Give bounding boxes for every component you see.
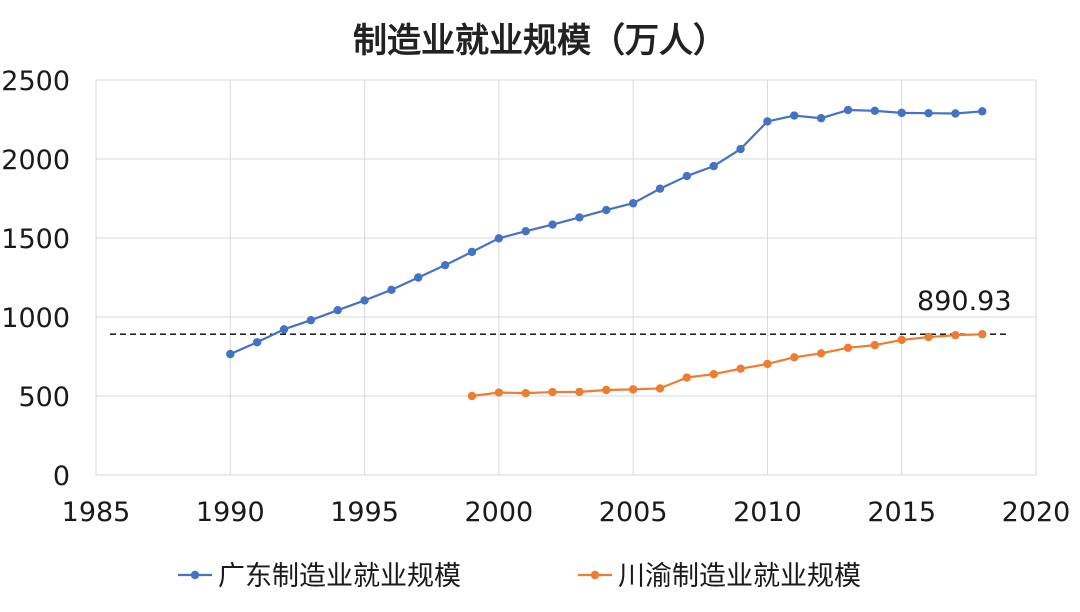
data-point xyxy=(521,388,530,398)
x-tick-label: 2020 xyxy=(1002,497,1071,528)
data-point xyxy=(602,205,611,215)
data-point xyxy=(279,325,289,334)
data-point xyxy=(951,109,960,118)
data-point xyxy=(548,387,557,397)
data-point xyxy=(575,387,584,397)
data-point xyxy=(575,213,584,222)
y-tick-label: 2000 xyxy=(1,145,70,176)
data-point xyxy=(897,108,906,118)
series-1 xyxy=(226,105,987,359)
data-point xyxy=(226,349,235,359)
data-point xyxy=(763,359,772,369)
data-point xyxy=(978,330,987,339)
data-point xyxy=(924,332,933,342)
data-point xyxy=(709,161,718,171)
data-point xyxy=(521,227,530,236)
x-tick-label: 2010 xyxy=(733,497,802,528)
data-point xyxy=(763,117,772,126)
data-point xyxy=(628,385,638,394)
data-point xyxy=(548,220,557,229)
data-point xyxy=(333,306,342,315)
x-tick-label: 1995 xyxy=(330,497,399,528)
data-point xyxy=(306,315,316,325)
horizontal-gridlines xyxy=(96,79,1036,476)
data-point xyxy=(816,349,826,358)
data-point xyxy=(655,384,665,393)
data-point xyxy=(655,184,665,193)
data-point xyxy=(628,199,638,208)
vertical-gridlines xyxy=(95,80,1037,475)
y-axis-tick-labels: 0 500 1000 1500 2000 2500 xyxy=(1,66,70,492)
chart-title: 制造业就业规模（万人） xyxy=(353,21,727,61)
data-point xyxy=(467,247,477,257)
y-tick-label: 1500 xyxy=(1,224,70,255)
legend-marker xyxy=(190,570,200,580)
data-point xyxy=(897,335,906,345)
data-point xyxy=(736,144,745,154)
data-point xyxy=(870,340,880,350)
data-point xyxy=(414,273,423,282)
x-tick-label: 1990 xyxy=(196,497,265,528)
data-point xyxy=(978,107,987,116)
legend-entry-1: 广东制造业就业规模 xyxy=(178,561,461,592)
legend-label: 广东制造业就业规模 xyxy=(218,561,461,592)
data-point xyxy=(790,353,799,362)
x-tick-label: 2015 xyxy=(867,497,936,528)
data-point xyxy=(494,388,504,397)
x-tick-label: 2005 xyxy=(599,497,668,528)
data-point xyxy=(870,106,880,116)
data-point xyxy=(843,105,853,115)
legend-label: 川渝制造业就业规模 xyxy=(618,561,861,592)
data-point xyxy=(709,369,718,379)
data-point xyxy=(951,330,960,340)
y-tick-label: 0 xyxy=(53,461,70,492)
data-point xyxy=(924,108,933,118)
data-point xyxy=(494,234,504,243)
data-point xyxy=(440,260,450,270)
x-tick-label: 1985 xyxy=(62,497,131,528)
data-point xyxy=(736,364,745,373)
legend-entry-2: 川渝制造业就业规模 xyxy=(578,561,861,592)
data-point xyxy=(790,111,799,120)
data-point xyxy=(602,385,611,395)
data-point xyxy=(387,285,396,295)
data-point xyxy=(816,114,826,123)
data-point xyxy=(843,343,853,353)
series-group xyxy=(226,105,987,401)
y-tick-label: 500 xyxy=(18,382,70,413)
data-point xyxy=(252,338,262,347)
x-axis-tick-labels: 1985 1990 1995 2000 2005 2010 2015 2020 xyxy=(62,497,1071,528)
data-point xyxy=(682,373,692,382)
series-line xyxy=(471,333,983,398)
legend: 广东制造业就业规模 川渝制造业就业规模 xyxy=(178,561,861,592)
data-annotation: 890.93 xyxy=(917,286,1011,317)
y-tick-label: 1000 xyxy=(1,303,70,334)
series-line xyxy=(229,108,983,356)
legend-marker xyxy=(590,570,600,580)
data-point xyxy=(360,296,369,305)
data-point xyxy=(467,391,477,401)
x-tick-label: 2000 xyxy=(464,497,533,528)
y-tick-label: 2500 xyxy=(1,66,70,97)
series-2 xyxy=(467,330,987,401)
data-point xyxy=(682,171,692,181)
